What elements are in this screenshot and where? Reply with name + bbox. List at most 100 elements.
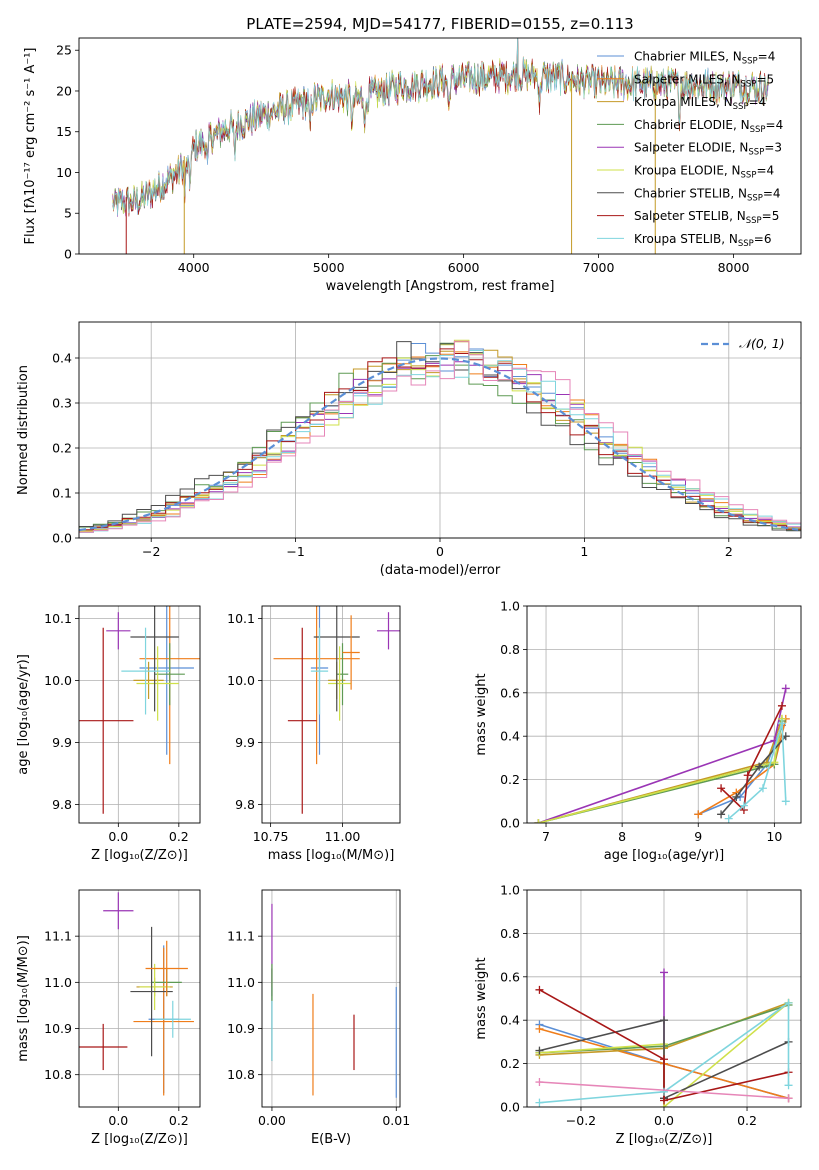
weight-marker [781, 684, 790, 693]
panel-age_vs_Z: 0.0 0.2 9.8 9.9 10.0 10.1 Z [log₁₀(Z/Z⊙)] age [… [16, 605, 201, 863]
weight-series-line [538, 688, 787, 823]
y-tick-label: 10.0 [44, 673, 72, 688]
plot-area-weight_vs_Z [535, 968, 793, 1107]
x-axis-label: Z [log₁₀(Z/Z⊙)] [91, 1132, 188, 1147]
x-tick-label: 0.0 [654, 1113, 674, 1128]
legend-label: Salpeter ELODIE, NSSP=3 [634, 141, 782, 158]
panel-mass_vs_Z: 0.0 0.2 10.8 10.9 11.0 11.1 Z [log₁₀(Z/Z⊙)] mas… [16, 889, 201, 1147]
y-tick-label: 25 [56, 43, 72, 58]
x-tick-label: 7000 [583, 260, 615, 275]
y-axis-label: age [log₁₀(age/yr)] [16, 654, 31, 775]
y-tick-label: 11.1 [227, 929, 255, 944]
y-tick-label: 5 [64, 206, 72, 221]
x-tick-label: 2 [725, 544, 733, 559]
y-tick-label: 10.9 [44, 1021, 72, 1036]
weight-marker [732, 792, 741, 801]
x-tick-label: 11.00 [325, 829, 361, 844]
y-tick-label: 9.9 [52, 735, 72, 750]
weight-marker [777, 719, 786, 728]
y-tick-label: 0.2 [500, 772, 520, 787]
histogram-series [79, 340, 801, 538]
x-tick-label: 0.01 [382, 1113, 410, 1128]
y-tick-label: 11.0 [44, 975, 72, 990]
weight-marker [758, 784, 767, 793]
weight-marker [535, 1098, 544, 1107]
y-tick-label: 10.0 [227, 673, 255, 688]
x-axis-label: mass [log₁₀(M/M⊙)] [268, 848, 395, 863]
y-tick-label: 0.4 [52, 351, 72, 366]
x-tick-label: 0.2 [169, 829, 189, 844]
x-tick-label: 10.75 [253, 829, 289, 844]
x-tick-label: −0.2 [566, 1113, 596, 1128]
y-tick-label: 10.1 [44, 611, 72, 626]
y-tick-label: 0.2 [500, 1056, 520, 1071]
plot-area-residuals [79, 339, 801, 538]
panel-age_vs_mass: 10.75 11.00 9.8 9.9 10.0 10.1 mass [log₁₀(M/M⊙… [227, 605, 401, 863]
x-tick-label: 0.2 [169, 1113, 189, 1128]
axes-frame [78, 605, 201, 824]
x-tick-label: 6000 [448, 260, 480, 275]
weight-marker [755, 762, 764, 771]
legend-label: Kroupa MILES, NSSP=4 [634, 95, 766, 112]
weight-marker [535, 1078, 544, 1087]
x-tick-label: 1 [580, 544, 588, 559]
axes-frame [261, 889, 401, 1108]
panel-mass_vs_ebv: 0.00 0.01 10.8 10.9 11.0 11.1 E(B-V) [227, 889, 410, 1147]
y-axis-label: Normed distribution [16, 365, 31, 495]
plot-area-mass_vs_Z [79, 892, 194, 1096]
legend-label: Salpeter STELIB, NSSP=5 [634, 209, 779, 226]
weight-marker [535, 1024, 544, 1033]
weight-marker [784, 1094, 793, 1103]
x-tick-label: 0.00 [258, 1113, 286, 1128]
legend-label: Kroupa ELODIE, NSSP=4 [634, 164, 774, 181]
y-tick-label: 9.8 [235, 797, 255, 812]
axes-frame [78, 37, 802, 255]
weight-series-line [720, 705, 783, 812]
y-tick-label: 0.2 [52, 441, 72, 456]
y-tick-label: 9.8 [52, 797, 72, 812]
weight-marker [784, 998, 793, 1007]
weight-marker [717, 810, 726, 819]
x-tick-label: −1 [286, 544, 304, 559]
weight-marker [660, 968, 668, 977]
x-tick-label: −2 [142, 544, 160, 559]
weight-marker [535, 985, 544, 994]
panel-weight_vs_age: 7 8 9 10 0.0 0.2 0.4 0.6 0.8 1.0 age [log₁₀(age/yr… [474, 599, 802, 863]
x-tick-label: 0 [436, 544, 444, 559]
legend-label: 𝒩(0, 1) [739, 336, 785, 351]
axes-frame [261, 605, 401, 824]
axes-frame [526, 605, 802, 824]
y-tick-label: 10.1 [227, 611, 255, 626]
spectrum-series-line [112, 38, 769, 216]
x-tick-label: 0.0 [108, 1113, 128, 1128]
legend-label: Salpeter MILES, NSSP=5 [634, 72, 774, 89]
weight-marker [717, 784, 726, 793]
x-axis-label: Z [log₁₀(Z/Z⊙)] [616, 1132, 713, 1147]
x-tick-label: 4000 [178, 260, 210, 275]
y-axis-label: mass [log₁₀(M/M⊙)] [16, 935, 31, 1062]
y-tick-label: 10 [56, 165, 72, 180]
x-tick-label: 7 [542, 829, 550, 844]
y-axis-label: mass weight [474, 957, 489, 1039]
y-tick-label: 15 [56, 124, 72, 139]
legend-label: Kroupa STELIB, NSSP=6 [634, 232, 772, 249]
y-tick-label: 0.6 [500, 685, 520, 700]
weight-marker [770, 758, 779, 767]
x-tick-label: 8000 [718, 260, 750, 275]
normal-reference-curve [79, 357, 799, 532]
x-axis-label: Z [log₁₀(Z/Z⊙)] [91, 848, 188, 863]
weight-series-line [539, 1081, 789, 1100]
legend-label: Chabrier ELODIE, NSSP=4 [634, 118, 783, 135]
x-tick-label: 0.2 [737, 1113, 757, 1128]
legend-label: Chabrier MILES, NSSP=4 [634, 50, 775, 67]
weight-series-line [539, 1001, 790, 1104]
x-tick-label: 5000 [313, 260, 345, 275]
y-tick-label: 10.8 [44, 1067, 72, 1082]
y-tick-label: 10.9 [227, 1021, 255, 1036]
x-tick-label: 8 [618, 829, 626, 844]
y-tick-label: 11.1 [44, 929, 72, 944]
y-tick-label: 10.8 [227, 1067, 255, 1082]
plot-area-spectrum [112, 38, 769, 254]
y-tick-label: 0.0 [500, 816, 520, 831]
